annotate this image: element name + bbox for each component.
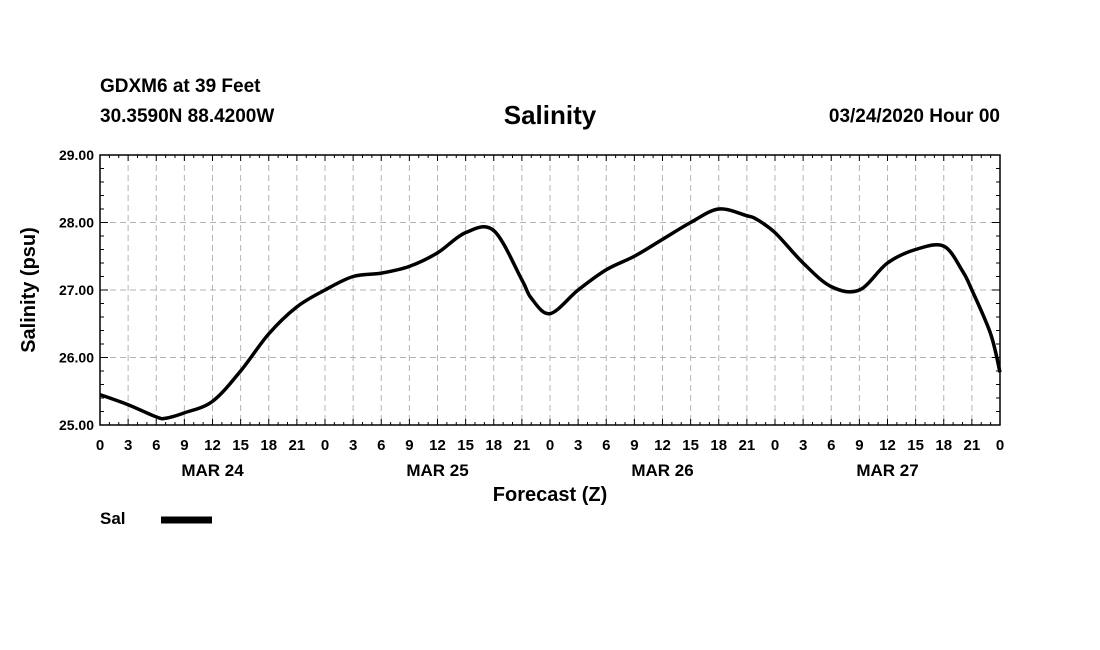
x-tick-label: 9 (405, 437, 413, 454)
x-tick-label: 3 (124, 437, 132, 454)
x-tick-label: 0 (96, 437, 104, 454)
chart-series (99, 207, 1002, 421)
day-label: MAR 25 (406, 461, 468, 480)
x-tick-label: 0 (996, 437, 1004, 454)
x-tick-label: 21 (964, 437, 981, 454)
chart-legend: Sal (100, 509, 212, 528)
chart-grid (100, 155, 1000, 425)
x-axis-title: Forecast (Z) (493, 484, 607, 506)
x-tick-label: 12 (654, 437, 671, 454)
x-tick-label: 15 (682, 437, 699, 454)
x-tick-label: 3 (349, 437, 357, 454)
x-tick-label: 18 (260, 437, 277, 454)
forecast-run-time: 03/24/2020 Hour 00 (828, 106, 1000, 127)
x-tick-label: 12 (879, 437, 896, 454)
chart-title: Salinity (503, 100, 597, 130)
x-tick-label: 21 (514, 437, 531, 454)
x-tick-label: 0 (546, 437, 554, 454)
x-tick-label: 9 (630, 437, 638, 454)
y-tick-label: 25.00 (59, 417, 94, 433)
day-label: MAR 26 (631, 461, 693, 480)
x-tick-label: 12 (429, 437, 446, 454)
series-line-sal (99, 207, 1002, 421)
y-tick-label: 27.00 (59, 282, 94, 298)
x-tick-label: 15 (232, 437, 249, 454)
legend-label: Sal (100, 509, 126, 528)
x-tick-label: 0 (771, 437, 779, 454)
x-tick-label: 6 (152, 437, 160, 454)
x-tick-label: 9 (180, 437, 188, 454)
day-label: MAR 24 (181, 461, 244, 480)
y-tick-label: 28.00 (59, 215, 94, 231)
x-tick-label: 3 (799, 437, 807, 454)
x-tick-label: 12 (204, 437, 221, 454)
x-tick-label: 21 (289, 437, 306, 454)
x-tick-label: 21 (739, 437, 756, 454)
day-label: MAR 27 (856, 461, 918, 480)
plot-frame (99, 154, 1001, 426)
x-tick-label: 15 (907, 437, 924, 454)
y-axis-title: Salinity (psu) (18, 227, 40, 353)
x-tick-label: 6 (377, 437, 385, 454)
x-tick-label: 15 (457, 437, 474, 454)
x-tick-label: 6 (827, 437, 835, 454)
x-tick-label: 6 (602, 437, 610, 454)
y-tick-label: 26.00 (59, 350, 94, 366)
chart-labels: 0 3 6 9 12 15 18 21 0 3 6 9 12 15 18 21 0 3 6 9 12 15 18 21 0 3 6 9… (18, 147, 1004, 506)
coordinates-label: 30.3590N 88.4200W (100, 106, 275, 127)
x-tick-label: 18 (485, 437, 502, 454)
x-tick-label: 3 (574, 437, 582, 454)
y-tick-label: 29.00 (59, 147, 94, 163)
x-tick-label: 9 (855, 437, 863, 454)
x-tick-label: 18 (710, 437, 727, 454)
station-label: GDXM6 at 39 Feet (100, 76, 261, 97)
x-tick-label: 0 (321, 437, 329, 454)
x-tick-label: 18 (935, 437, 952, 454)
